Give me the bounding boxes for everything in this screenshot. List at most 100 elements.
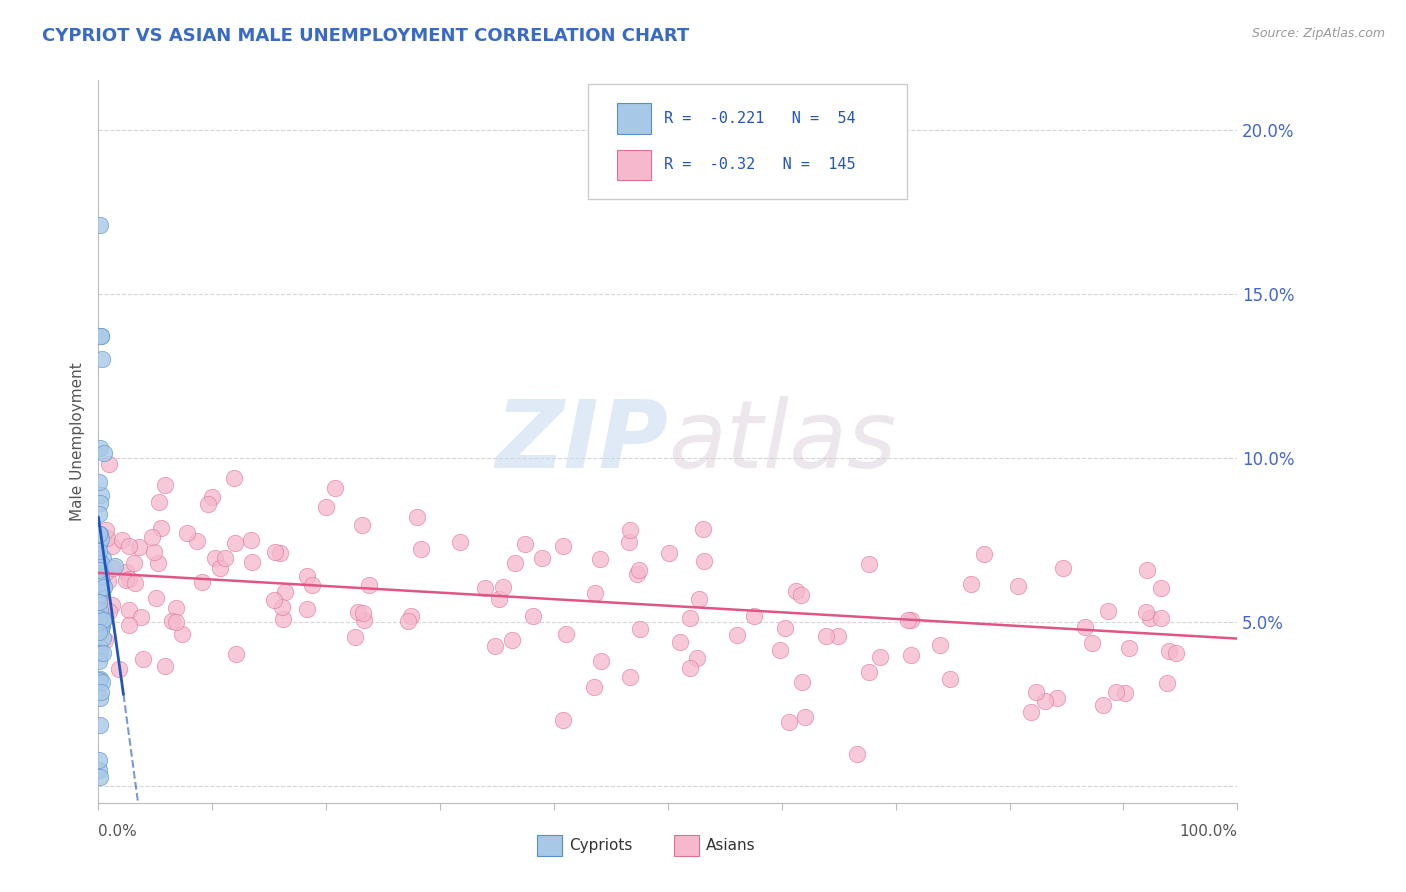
Point <box>145 591 167 606</box>
Text: R =  -0.32   N =  145: R = -0.32 N = 145 <box>665 157 856 172</box>
Point <box>449 535 471 549</box>
Point <box>91 614 114 628</box>
Point <box>263 592 285 607</box>
Point <box>150 521 173 535</box>
Point <box>132 652 155 666</box>
Point <box>686 651 709 665</box>
Point <box>118 539 141 553</box>
Point <box>1150 581 1173 595</box>
Point <box>297 569 319 583</box>
Point <box>1135 605 1157 619</box>
Point <box>148 495 170 509</box>
Point <box>91 575 114 590</box>
Point <box>89 690 111 705</box>
Point <box>617 535 640 549</box>
Point <box>1150 611 1173 625</box>
Point <box>1019 705 1042 719</box>
Point <box>1136 563 1159 577</box>
Point <box>146 556 169 570</box>
Point <box>1166 646 1188 660</box>
Point <box>89 673 111 687</box>
Point <box>87 527 110 541</box>
Point <box>858 665 880 679</box>
Point <box>501 632 523 647</box>
Point <box>90 569 112 583</box>
Point <box>347 605 370 619</box>
Point <box>89 441 111 455</box>
Point <box>90 619 112 633</box>
Point <box>118 618 141 632</box>
Point <box>628 622 651 636</box>
Point <box>793 710 815 724</box>
Point <box>554 626 576 640</box>
Bar <box>617 103 651 134</box>
Y-axis label: Male Unemployment: Male Unemployment <box>69 362 84 521</box>
Point <box>141 530 163 544</box>
Point <box>1052 561 1074 575</box>
Point <box>104 559 127 574</box>
Point <box>897 613 920 627</box>
Point <box>172 627 194 641</box>
Point <box>89 590 111 604</box>
Point <box>591 654 613 668</box>
Point <box>90 622 112 636</box>
Point <box>264 545 287 559</box>
Point <box>87 563 110 577</box>
Point <box>323 481 346 495</box>
Point <box>90 556 112 570</box>
Point <box>89 624 111 639</box>
Point <box>89 496 111 510</box>
Point <box>619 670 641 684</box>
Point <box>301 577 323 591</box>
Bar <box>537 835 562 855</box>
Point <box>531 551 554 566</box>
Point <box>1114 686 1136 700</box>
Point <box>87 595 110 609</box>
Point <box>522 609 544 624</box>
Point <box>176 525 198 540</box>
Point <box>869 649 891 664</box>
Point <box>101 560 124 574</box>
Point <box>155 478 177 492</box>
Point <box>89 574 111 588</box>
Point <box>89 639 111 653</box>
Point <box>688 592 710 607</box>
Point <box>115 573 138 587</box>
Point <box>208 561 231 575</box>
Point <box>900 613 922 627</box>
Point <box>315 500 337 515</box>
Point <box>93 631 115 645</box>
Point <box>155 658 177 673</box>
Point <box>89 622 111 636</box>
Point <box>553 713 575 727</box>
Point <box>626 566 648 581</box>
Point <box>222 470 245 484</box>
FancyBboxPatch shape <box>588 84 907 200</box>
Point <box>89 603 111 617</box>
Point <box>87 554 110 568</box>
Point <box>939 672 962 686</box>
Point <box>98 457 121 471</box>
Point <box>115 565 138 579</box>
Point <box>858 557 880 571</box>
Point <box>89 617 111 632</box>
Text: ZIP: ZIP <box>495 395 668 488</box>
Point <box>583 586 606 600</box>
Point <box>553 539 575 553</box>
Point <box>669 635 692 649</box>
Point <box>87 654 110 668</box>
Point <box>89 646 111 660</box>
Point <box>1139 611 1161 625</box>
Bar <box>673 835 699 855</box>
Point <box>90 685 112 699</box>
Point <box>89 672 111 686</box>
Point <box>815 629 838 643</box>
Point <box>628 563 651 577</box>
Point <box>505 556 527 570</box>
Point <box>89 615 111 629</box>
Point <box>91 646 114 660</box>
Text: CYPRIOT VS ASIAN MALE UNEMPLOYMENT CORRELATION CHART: CYPRIOT VS ASIAN MALE UNEMPLOYMENT CORRE… <box>42 27 689 45</box>
Point <box>97 574 120 589</box>
Point <box>484 639 506 653</box>
Point <box>1046 690 1069 705</box>
